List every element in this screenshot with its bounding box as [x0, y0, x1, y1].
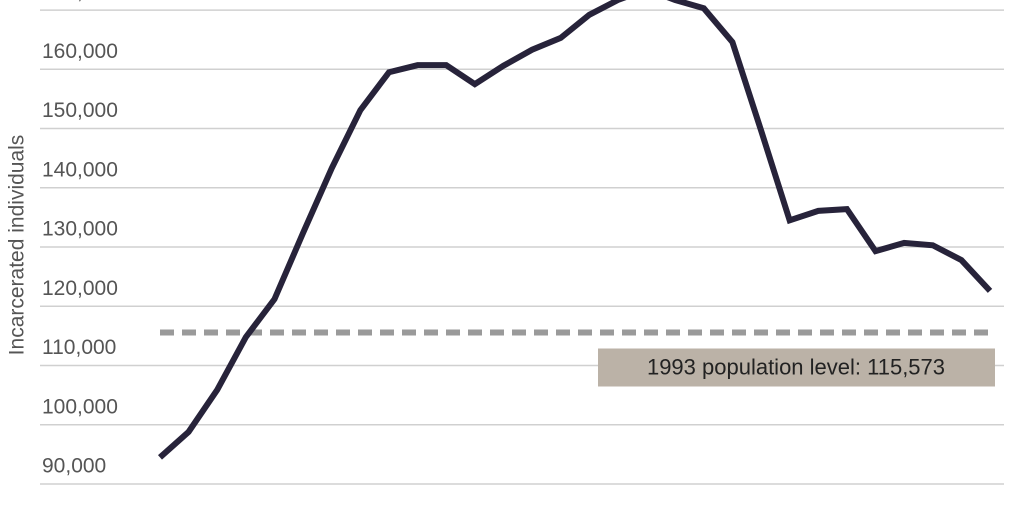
- y-tick-label: 150,000: [42, 99, 118, 122]
- y-tick-label: 120,000: [42, 277, 118, 300]
- y-tick-label: 160,000: [42, 40, 118, 63]
- y-tick-label: 140,000: [42, 158, 118, 181]
- y-tick-label: 130,000: [42, 218, 118, 241]
- annotation-box: [598, 348, 995, 387]
- y-tick-label: 90,000: [42, 455, 106, 478]
- y-tick-label: 170,000: [42, 0, 118, 4]
- y-tick-label: 110,000: [42, 336, 116, 359]
- data-line: [158, 0, 993, 460]
- y-tick-label: 100,000: [42, 395, 118, 418]
- y-axis-label: Incarcerated individuals: [6, 135, 29, 356]
- annotation: 1993 population level: 115,573: [647, 354, 945, 379]
